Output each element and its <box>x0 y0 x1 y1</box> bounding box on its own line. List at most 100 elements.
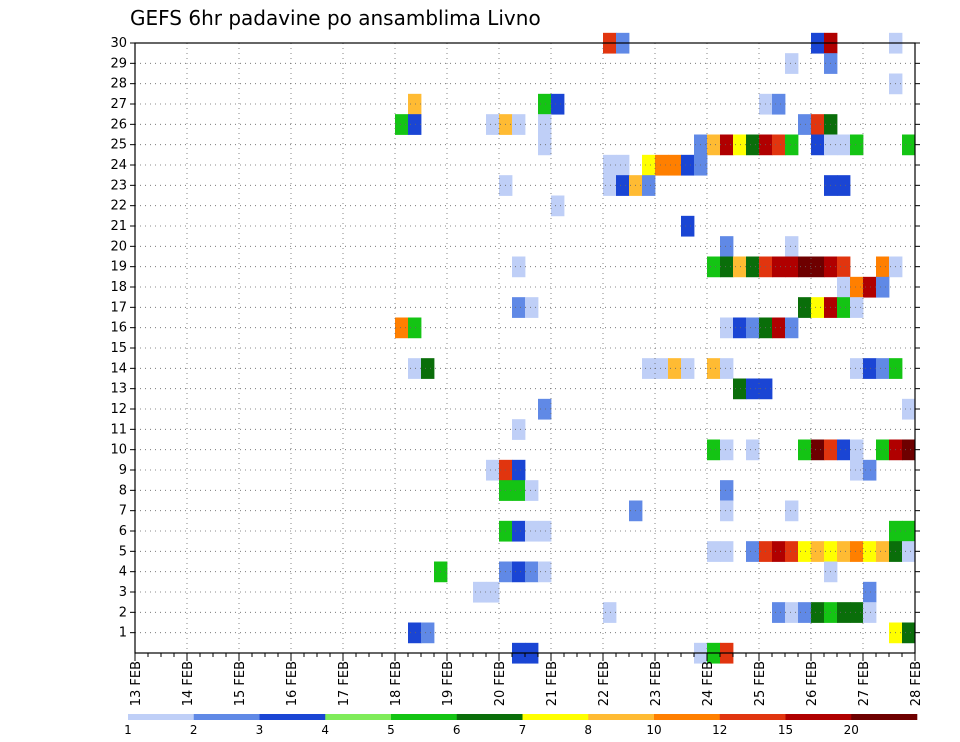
chart-title: GEFS 6hr padavine po ansamblima Livno <box>130 6 541 30</box>
heatmap-cell <box>681 358 695 379</box>
heatmap-cell <box>733 317 747 339</box>
heatmap-cell <box>525 520 539 542</box>
colorbar-label: 3 <box>256 723 264 737</box>
colorbar-label: 1 <box>124 723 132 737</box>
y-tick-label: 18 <box>110 280 127 295</box>
heatmap-cell <box>850 459 864 481</box>
x-tick-label: 27 FEB <box>857 661 872 706</box>
y-tick-label: 12 <box>110 402 127 417</box>
x-tick-label: 25 FEB <box>753 661 768 706</box>
x-axis: 13 FEB 14 FEB 15 FEB 16 FEB 17 FEB 18 FEB 19 F… <box>129 653 924 706</box>
heatmap-cell <box>512 561 526 583</box>
heatmap-cell <box>668 154 682 176</box>
colorbar-swatch <box>785 714 852 720</box>
heatmap-cell <box>616 175 630 196</box>
heatmap-cell <box>551 93 565 115</box>
heatmap-cell <box>720 480 734 501</box>
heatmap-cell <box>850 276 864 298</box>
heatmap-cell <box>837 541 851 562</box>
heatmap-cell <box>408 114 422 135</box>
heatmap-cell <box>538 398 552 420</box>
heatmap-cell <box>772 317 786 339</box>
y-tick-label: 3 <box>119 585 127 600</box>
y-tick-label: 28 <box>110 77 127 92</box>
heatmap-cell <box>512 297 526 318</box>
heatmap-cell <box>863 358 877 379</box>
heatmap-cell <box>837 134 851 156</box>
heatmap-cell <box>863 276 877 298</box>
heatmap-cell <box>837 602 851 623</box>
x-tick-label: 16 FEB <box>285 661 300 706</box>
heatmap-cell <box>408 93 422 115</box>
heatmap-cell <box>486 114 500 135</box>
heatmap-cell <box>785 256 799 278</box>
heatmap-cell <box>798 439 812 461</box>
grid-lines <box>135 42 915 653</box>
heatmap-cell <box>811 297 825 318</box>
heatmap-cell <box>616 154 630 176</box>
colorbar-label: 15 <box>778 723 793 737</box>
heatmap-cell <box>395 114 409 135</box>
heatmap-cell <box>655 154 669 176</box>
heatmap-cell <box>811 602 825 623</box>
y-tick-label: 24 <box>110 158 127 173</box>
heatmap-cell <box>642 154 656 176</box>
heatmap-cell <box>733 378 747 400</box>
heatmap-cell <box>538 520 552 542</box>
heatmap-cell <box>707 256 721 278</box>
heatmap-cell <box>850 297 864 318</box>
x-tick-label: 17 FEB <box>337 661 352 706</box>
heatmap-cell <box>707 358 721 379</box>
y-tick-label: 1 <box>119 626 127 641</box>
y-tick-label: 16 <box>110 321 127 336</box>
heatmap-cell <box>902 622 916 644</box>
heatmap-cell <box>551 195 565 217</box>
y-tick-label: 17 <box>110 300 127 315</box>
colorbar-swatch <box>391 714 458 720</box>
heatmap-cell <box>538 134 552 156</box>
heatmap-cell <box>876 256 890 278</box>
y-tick-label: 20 <box>110 239 127 254</box>
heatmap-cell <box>798 297 812 318</box>
heatmap-cell <box>720 358 734 379</box>
heatmap-cell <box>395 317 409 339</box>
heatmap-cell <box>707 541 721 562</box>
heatmap-cell <box>538 93 552 115</box>
heatmap-cell <box>837 439 851 461</box>
colorbar-swatch <box>325 714 392 720</box>
heatmap-cell <box>473 581 487 603</box>
colorbar: 1 2 3 4 5 6 7 8 10 12 15 20 <box>124 714 918 737</box>
heatmap-cell <box>512 114 526 135</box>
colorbar-label: 2 <box>190 723 198 737</box>
heatmap-cell <box>785 134 799 156</box>
heatmap-cell <box>902 134 916 156</box>
heatmap-cell <box>720 500 734 522</box>
heatmap-cell <box>850 134 864 156</box>
y-tick-label: 30 <box>110 36 127 51</box>
colorbar-swatch <box>193 714 260 720</box>
y-tick-label: 26 <box>110 117 127 132</box>
y-tick-label: 19 <box>110 260 127 275</box>
y-tick-label: 10 <box>110 443 127 458</box>
heatmap-cell <box>642 358 656 379</box>
heatmap-cell <box>811 439 825 461</box>
heatmap-cell <box>655 358 669 379</box>
colorbar-label: 4 <box>321 723 329 737</box>
heatmap-cell <box>603 175 617 196</box>
heatmap-cell <box>746 541 760 562</box>
heatmap-cell <box>707 134 721 156</box>
heatmap-cell <box>785 53 799 74</box>
heatmap-cell <box>772 541 786 562</box>
y-tick-label: 6 <box>119 524 127 539</box>
heatmap-cell <box>902 439 916 461</box>
colorbar-swatch <box>851 714 918 720</box>
heatmap-cell <box>408 358 422 379</box>
heatmap-cell <box>876 541 890 562</box>
y-tick-label: 5 <box>119 544 127 559</box>
colorbar-label: 7 <box>519 723 527 737</box>
heatmap-cell <box>421 358 435 379</box>
heatmap-cell <box>798 541 812 562</box>
x-tick-label: 18 FEB <box>389 661 404 706</box>
heatmap-cell <box>746 134 760 156</box>
